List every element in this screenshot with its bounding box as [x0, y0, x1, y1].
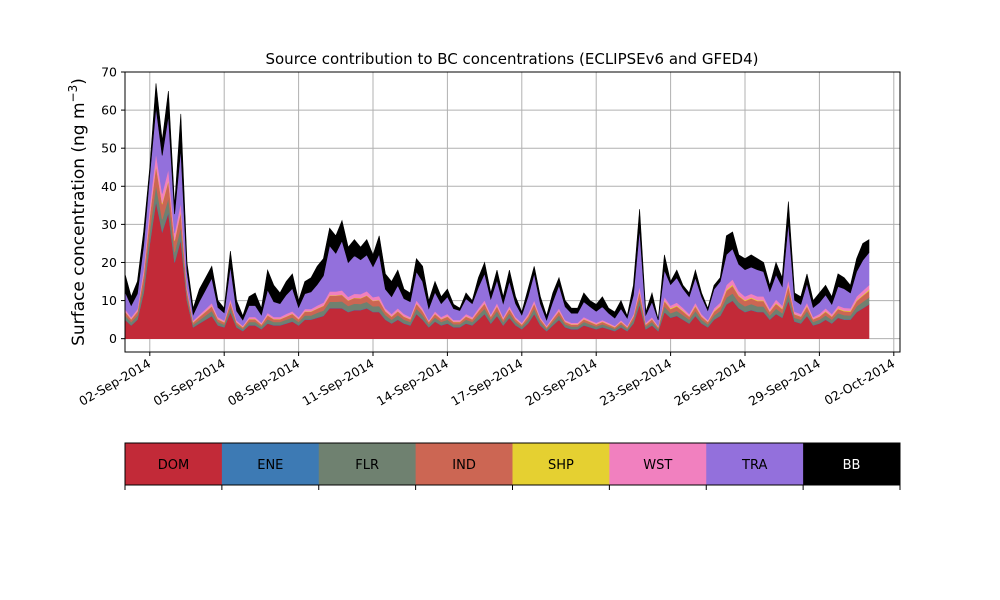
y-tick-label: 70 [101, 65, 117, 80]
legend-label-ind: IND [452, 458, 476, 473]
chart-title: Source contribution to BC concentrations… [265, 50, 758, 68]
area-tra [124, 107, 870, 327]
legend-frame [124, 442, 901, 486]
legend-swatch-bb [803, 443, 901, 485]
grid [125, 71, 900, 352]
legend-label-bb: BB [843, 458, 861, 473]
legend-label-ene: ENE [257, 458, 283, 473]
y-tick-label: 60 [101, 103, 117, 118]
legend-swatch-wst [609, 443, 707, 485]
y-axis: 0 10 20 30 40 50 60 70 [101, 65, 125, 346]
y-tick-label: 30 [101, 217, 117, 232]
x-tick-label: 17-Sep-2014 [448, 356, 525, 409]
x-tick-label: 29-Sep-2014 [746, 356, 823, 409]
area-bb [124, 83, 870, 321]
legend-label-flr: FLR [355, 458, 379, 473]
legend-label-wst: WST [643, 458, 672, 473]
x-tick-label: 23-Sep-2014 [597, 356, 674, 409]
series-areas [124, 83, 870, 339]
legend-label-tra: TRA [741, 458, 767, 473]
y-tick-label: 20 [101, 255, 117, 270]
y-axis-label-close: ) [69, 78, 89, 85]
legend-swatch-dom [125, 443, 223, 485]
legend-swatch-shp [512, 443, 610, 485]
legend-swatch-tra [706, 443, 804, 485]
x-tick-label: 11-Sep-2014 [299, 356, 376, 409]
legend-swatch-ind [415, 443, 513, 485]
legend-swatch-flr [318, 443, 417, 485]
y-tick-label: 0 [109, 331, 117, 346]
x-tick-label: 08-Sep-2014 [225, 356, 302, 409]
legend-label-shp: SHP [548, 458, 574, 473]
x-tick-label: 05-Sep-2014 [151, 356, 228, 409]
x-axis: 02-Sep-201405-Sep-201408-Sep-201411-Sep-… [76, 352, 897, 409]
x-tick-label: 14-Sep-2014 [374, 356, 451, 409]
y-axis-label-main: Surface concentration (ng m [69, 102, 89, 345]
legend: DOM ENE FLR IND SHP WST TRA BB [124, 442, 901, 490]
y-axis-label-sup: −3 [66, 85, 80, 103]
plot-frame [124, 71, 901, 353]
y-tick-label: 10 [101, 293, 117, 308]
x-tick-label: 02-Oct-2014 [822, 356, 898, 408]
legend-label-dom: DOM [158, 458, 189, 473]
y-axis-label: Surface concentration (ng m−3) [66, 78, 89, 346]
y-tick-label: 40 [101, 179, 117, 194]
x-tick-label: 20-Sep-2014 [523, 356, 600, 409]
plot-area [124, 71, 901, 353]
legend-swatch-ene [221, 443, 320, 485]
x-tick-label: 26-Sep-2014 [671, 356, 748, 409]
x-tick-label: 02-Sep-2014 [76, 356, 153, 409]
y-tick-label: 50 [101, 141, 117, 156]
